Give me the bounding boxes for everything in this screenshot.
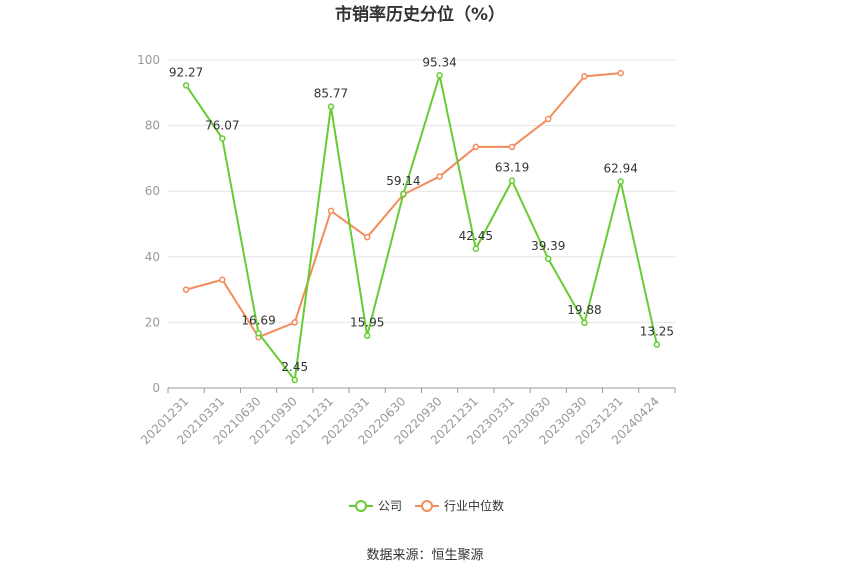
industry-median-point — [327, 207, 335, 215]
y-axis: 0 20 40 60 80 100 — [137, 53, 160, 395]
legend-item[interactable]: 行业中位数 — [415, 498, 504, 513]
legend-label: 公司 — [378, 499, 402, 513]
industry-median-point — [508, 143, 516, 151]
data-label: 42.45 — [459, 229, 493, 243]
company-point — [327, 103, 335, 110]
company-point — [617, 178, 624, 185]
series-layer — [182, 69, 661, 384]
y-tick-label: 80 — [145, 119, 160, 133]
legend-marker — [355, 500, 367, 512]
industry-median-point — [617, 69, 624, 77]
grid-lines — [168, 59, 675, 323]
industry-median-point — [581, 73, 588, 80]
y-tick-label: 60 — [145, 184, 160, 198]
data-label: 95.34 — [422, 55, 456, 69]
data-label: 76.07 — [205, 118, 239, 132]
industry-median-point — [291, 319, 298, 326]
data-label: 39.39 — [531, 239, 565, 253]
company-point — [219, 135, 226, 142]
company-point — [472, 245, 480, 253]
y-tick-label: 100 — [137, 53, 160, 67]
data-label: 63.19 — [495, 161, 529, 175]
legend-marker — [421, 500, 433, 512]
data-label: 16.69 — [241, 313, 275, 327]
industry-median-point — [545, 115, 552, 123]
data-labels: 92.27 76.07 16.69 2.45 85.77 15.95 59.14 95.34 4… — [169, 55, 674, 374]
industry-median-point — [182, 286, 190, 293]
company-point — [581, 319, 588, 327]
data-label: 15.95 — [350, 316, 384, 330]
industry-median-point — [363, 233, 371, 241]
data-label: 85.77 — [314, 87, 348, 101]
industry-median-point — [472, 143, 480, 151]
company-point — [182, 82, 190, 89]
y-tick-label: 0 — [152, 381, 160, 395]
data-label: 92.27 — [169, 65, 203, 79]
company-point — [291, 376, 298, 384]
company-line — [185, 74, 658, 381]
legend[interactable]: 公司 行业中位数 — [349, 498, 504, 513]
legend-label: 行业中位数 — [444, 498, 504, 513]
industry-median-point — [436, 173, 443, 180]
x-axis: 2020123120210331202106302021093020211231… — [138, 387, 676, 447]
data-label: 19.88 — [567, 303, 601, 317]
company-point — [508, 177, 516, 184]
data-label: 13.25 — [640, 325, 674, 339]
company-point — [363, 332, 371, 339]
company-point — [255, 330, 262, 337]
y-tick-label: 40 — [145, 250, 160, 264]
company-point — [436, 72, 443, 79]
company-point — [653, 341, 661, 348]
company-point — [400, 190, 407, 198]
legend-item[interactable]: 公司 — [349, 499, 402, 513]
source-text: 数据来源：恒生聚源 — [366, 548, 483, 563]
chart-title: 市销率历史分位（%） — [335, 4, 505, 25]
data-label: 2.45 — [281, 360, 308, 374]
data-label: 62.94 — [603, 162, 637, 176]
data-label: 59.14 — [386, 174, 420, 188]
company-point — [545, 255, 552, 263]
y-tick-label: 20 — [145, 315, 160, 329]
industry-median-point — [219, 276, 226, 284]
